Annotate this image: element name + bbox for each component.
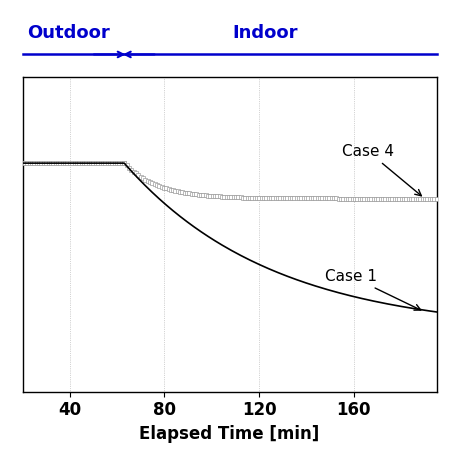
Text: Case 1: Case 1 [325, 269, 421, 310]
Text: Indoor: Indoor [232, 24, 297, 42]
Text: Outdoor: Outdoor [27, 24, 110, 42]
Text: Case 4: Case 4 [342, 144, 421, 196]
X-axis label: Elapsed Time [min]: Elapsed Time [min] [140, 425, 320, 443]
